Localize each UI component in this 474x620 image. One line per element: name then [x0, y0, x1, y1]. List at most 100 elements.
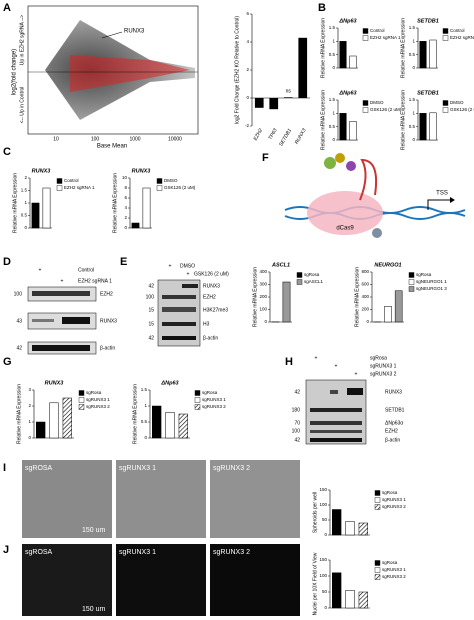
y-tick-label: 1	[144, 403, 147, 408]
legend-label: sgNEURGO1 3	[416, 286, 447, 291]
bar	[332, 572, 342, 609]
scale-label: 150 um	[82, 527, 106, 534]
image	[116, 544, 206, 616]
legend-swatch	[374, 504, 381, 510]
marker: 100	[146, 294, 155, 300]
bar	[394, 290, 403, 323]
legend-swatch	[78, 404, 85, 410]
y-tick-label: 2	[24, 175, 27, 180]
legend-label: sgASCL1	[304, 279, 324, 284]
legend-label: Control	[450, 28, 465, 33]
y-tick-label: 2	[28, 403, 31, 408]
y-tick-label: 1	[332, 111, 335, 116]
panel-label: D	[3, 256, 11, 268]
panel-label: F	[262, 152, 269, 164]
y-tick-label: -2	[245, 123, 249, 128]
protein: SETDB1	[385, 407, 405, 413]
y-label: Nuclei per 10X Field of View	[312, 552, 318, 615]
lane-mark: +	[315, 355, 318, 361]
marker: 15	[148, 321, 154, 327]
chart-title: ΔNp63	[338, 90, 356, 96]
y-tick-label: 200	[259, 294, 267, 299]
chart-title: ΔNp63	[338, 18, 356, 24]
y-tick-label: 100	[319, 502, 327, 507]
bar	[339, 113, 347, 141]
legend-swatch	[194, 404, 201, 410]
y-tick-label: 2	[124, 215, 127, 220]
y-tick-label: 0.5	[329, 124, 336, 129]
y-label: Relative mRNA Expression	[132, 384, 138, 444]
y-tick-label: 0	[332, 65, 335, 70]
lane-label: sgRUNX3 1	[370, 363, 397, 369]
legend-label: sgRUNX3 2	[382, 574, 406, 579]
protein: RUNX3	[100, 318, 117, 324]
x-tick: 100	[91, 136, 100, 142]
y-label: Relative mRNA Expression	[320, 90, 326, 150]
bar	[358, 522, 368, 536]
legend-swatch	[56, 178, 63, 184]
legend-label: sgRUNX3 2	[382, 504, 406, 509]
x-tick-label: TP63	[267, 127, 278, 141]
bar	[358, 591, 368, 609]
marker: 42	[294, 437, 300, 443]
legend-swatch	[296, 279, 303, 285]
chart-title: SETDB1	[417, 18, 439, 24]
protein: β-actin	[203, 335, 218, 341]
bar	[349, 121, 357, 141]
legend-swatch	[362, 107, 369, 113]
image-label: sgROSA	[25, 549, 53, 556]
marker: 70	[294, 420, 300, 426]
y-tick-label: 1	[412, 39, 415, 44]
y-tick-label: 150	[319, 557, 327, 562]
lane-mark: +	[169, 263, 172, 269]
lane-mark: +	[61, 278, 64, 284]
protein: RUNX3	[203, 283, 220, 289]
y-tick-label: 200	[361, 307, 369, 312]
protein: ΔNp63α	[385, 420, 403, 426]
legend-label: sgRUNX3 1	[382, 567, 406, 572]
y-label: log2 Fold Change (EZH2 KO Relative to Co…	[234, 16, 240, 124]
y-tick-label: 1	[28, 419, 31, 424]
chart-title: RUNX3	[45, 380, 64, 386]
y-tick-label: 1.5	[141, 387, 148, 392]
legend-label: EZH2 sgRNA 1	[370, 35, 401, 40]
image-label: sgRUNX3 1	[119, 465, 156, 472]
lane-label: DMSO	[180, 263, 195, 269]
bar	[429, 112, 437, 141]
chart-title: ASCL1	[271, 262, 290, 268]
y-tick-label: 100	[319, 573, 327, 578]
y-tick-label: 1.5	[329, 97, 336, 102]
bar	[269, 98, 279, 110]
bar	[298, 37, 308, 98]
y-tick-label: 8	[124, 185, 127, 190]
lane-label: EZH2 sgRNA 1	[78, 278, 112, 284]
bar	[49, 402, 59, 439]
y-tick-label: 0.5	[21, 213, 28, 218]
bar	[42, 187, 51, 229]
arrow	[101, 31, 123, 39]
y-tick-label: 0	[366, 319, 369, 324]
marker: 43	[16, 318, 22, 324]
protein: H3	[203, 321, 210, 327]
legend-label: sgRUNX3 2	[86, 404, 110, 409]
bar	[345, 590, 355, 609]
bar	[62, 397, 72, 439]
legend-swatch	[156, 185, 163, 191]
legend-swatch	[296, 272, 303, 278]
y-tick-label: 2	[246, 67, 249, 72]
y-tick-label: 0	[144, 435, 147, 440]
legend-swatch	[56, 185, 63, 191]
y-tick-label: 1.5	[329, 25, 336, 30]
highlight-label: RUNX3	[124, 29, 145, 35]
protein: β-actin	[385, 437, 400, 443]
legend-swatch	[374, 497, 381, 503]
y-tick-label: 1	[332, 39, 335, 44]
legend-swatch	[442, 100, 449, 106]
y-tick-label: 0.5	[409, 52, 416, 57]
y-label: Relative mRNA Expression	[400, 90, 406, 150]
protein: EZH2	[385, 428, 398, 434]
y-tick-label: 0	[124, 225, 127, 230]
bar	[419, 41, 427, 69]
